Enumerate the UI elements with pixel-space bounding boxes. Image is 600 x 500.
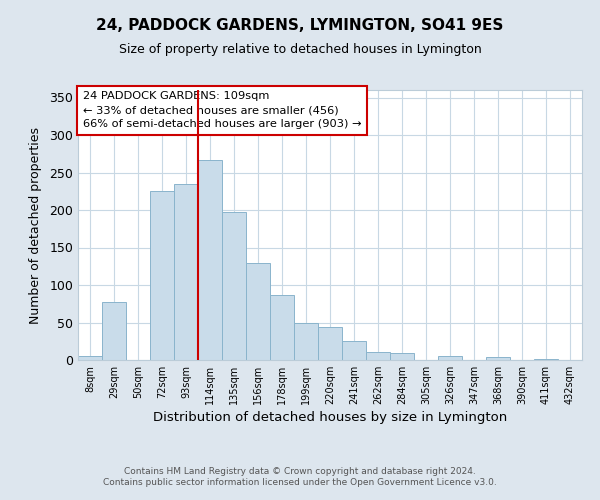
Bar bbox=[534, 358, 558, 360]
Bar bbox=[318, 327, 342, 360]
Bar bbox=[198, 160, 222, 360]
Bar bbox=[222, 212, 246, 360]
Text: 24 PADDOCK GARDENS: 109sqm
← 33% of detached houses are smaller (456)
66% of sem: 24 PADDOCK GARDENS: 109sqm ← 33% of deta… bbox=[83, 92, 362, 130]
Text: 24, PADDOCK GARDENS, LYMINGTON, SO41 9ES: 24, PADDOCK GARDENS, LYMINGTON, SO41 9ES bbox=[97, 18, 503, 32]
Bar bbox=[294, 322, 318, 360]
Bar bbox=[246, 263, 270, 360]
Bar bbox=[78, 356, 102, 360]
Bar bbox=[390, 352, 414, 360]
Bar bbox=[270, 294, 294, 360]
Bar bbox=[150, 190, 174, 360]
Bar bbox=[366, 352, 390, 360]
Bar bbox=[438, 356, 462, 360]
Bar bbox=[342, 341, 366, 360]
Text: Contains public sector information licensed under the Open Government Licence v3: Contains public sector information licen… bbox=[103, 478, 497, 487]
X-axis label: Distribution of detached houses by size in Lymington: Distribution of detached houses by size … bbox=[153, 411, 507, 424]
Y-axis label: Number of detached properties: Number of detached properties bbox=[29, 126, 43, 324]
Text: Contains HM Land Registry data © Crown copyright and database right 2024.: Contains HM Land Registry data © Crown c… bbox=[124, 467, 476, 476]
Text: Size of property relative to detached houses in Lymington: Size of property relative to detached ho… bbox=[119, 42, 481, 56]
Bar bbox=[174, 184, 198, 360]
Bar bbox=[102, 302, 126, 360]
Bar bbox=[486, 357, 510, 360]
